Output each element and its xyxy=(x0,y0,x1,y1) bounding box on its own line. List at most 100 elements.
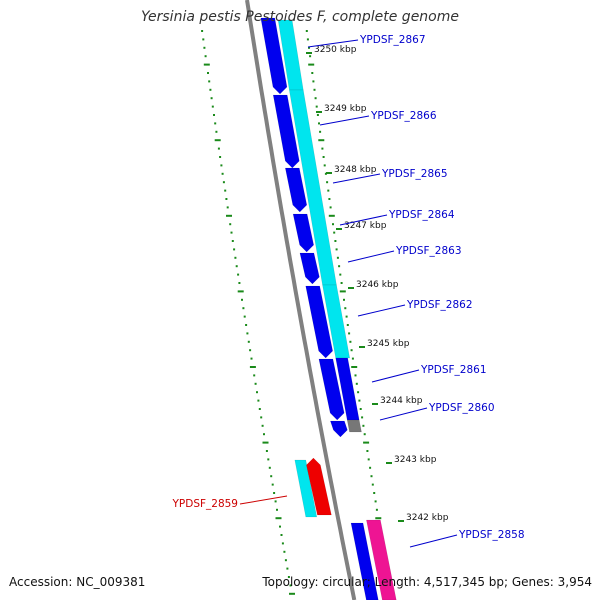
outer-tick xyxy=(358,399,361,402)
outer-tick xyxy=(335,248,338,251)
inner-tick xyxy=(260,416,263,419)
inner-tick xyxy=(242,307,245,310)
outer-tick xyxy=(346,324,349,326)
inner-tick xyxy=(256,391,258,394)
inner-tick xyxy=(224,189,227,192)
topology-label: Topology: circular; Length: 4,517,345 bp… xyxy=(262,575,592,589)
outer-tick xyxy=(311,72,314,74)
misc-block xyxy=(346,419,362,433)
genome-backbone xyxy=(245,0,357,600)
outer-tick xyxy=(375,508,378,511)
outer-tick xyxy=(339,290,346,293)
outer-tick xyxy=(329,206,332,209)
inner-tick xyxy=(241,298,243,301)
outer-tick xyxy=(339,273,342,276)
gene-label: YPDSF_2863 xyxy=(395,245,462,257)
outer-tick xyxy=(305,30,308,32)
inner-tick xyxy=(202,38,205,41)
cds-arrow xyxy=(260,17,288,95)
gene-labels: YPDSF_2867 YPDSF_2866 YPDSF_2865 YPDSF_2864… xyxy=(171,34,525,548)
inner-tick-track xyxy=(201,30,295,595)
scale-labels: 3250 kbp 3249 kbp 3248 kbp 3247 kbp 3246 kbp… xyxy=(306,45,449,523)
outer-tick xyxy=(334,240,337,242)
outer-tick xyxy=(315,105,318,108)
inner-tick xyxy=(250,357,253,360)
outer-tick xyxy=(324,172,327,175)
inner-tick xyxy=(217,147,220,150)
gene-leader-line xyxy=(371,369,420,383)
outer-tick xyxy=(374,500,377,503)
outer-tick xyxy=(319,130,322,133)
outer-tick xyxy=(338,265,341,268)
outer-tick xyxy=(340,282,343,284)
inner-tick xyxy=(203,63,210,66)
outer-tick xyxy=(321,147,324,150)
inner-tick xyxy=(243,315,246,318)
outer-tick xyxy=(351,366,358,368)
inner-tick xyxy=(283,550,286,553)
cds-arrow xyxy=(292,213,314,253)
inner-tick xyxy=(214,122,217,125)
inner-tick xyxy=(271,483,274,486)
outer-tick xyxy=(328,214,335,217)
inner-tick xyxy=(284,559,287,562)
outer-tick xyxy=(322,156,325,158)
inner-tick xyxy=(234,256,237,259)
gene-label: YPDSF_2858 xyxy=(458,529,525,541)
inner-tick xyxy=(275,517,282,520)
inner-tick xyxy=(209,88,212,91)
gene-label: YPDSF_2866 xyxy=(370,110,437,122)
cds-arrow xyxy=(305,285,333,359)
scale-label: 3243 kbp xyxy=(394,455,437,465)
outer-tick xyxy=(326,181,329,184)
inner-tick xyxy=(203,46,206,49)
inner-tick xyxy=(258,408,261,410)
outer-tick xyxy=(316,114,319,116)
gene-leader-line xyxy=(347,250,395,263)
inner-tick xyxy=(281,542,284,545)
inner-tick xyxy=(268,466,271,469)
inner-tick xyxy=(289,584,292,587)
inner-tick xyxy=(270,475,273,478)
inner-tick xyxy=(286,567,289,570)
inner-tick xyxy=(246,332,249,335)
outer-tick xyxy=(323,164,326,167)
inner-tick xyxy=(274,500,277,503)
inner-tick xyxy=(265,450,268,452)
accession-label: Accession: NC_009381 xyxy=(9,575,146,589)
outer-tick xyxy=(350,349,353,352)
outer-tick xyxy=(351,357,354,360)
inner-tick xyxy=(222,181,225,184)
inner-tick xyxy=(233,248,236,251)
outer-tick xyxy=(357,391,360,394)
inner-tick xyxy=(220,164,223,167)
scale-label: 3250 kbp xyxy=(314,45,357,55)
scale-label: 3245 kbp xyxy=(367,339,410,349)
outer-tick xyxy=(369,466,372,469)
gene-label: YPDSF_2867 xyxy=(359,34,426,46)
cds-arrow xyxy=(330,420,348,438)
gene-leader-line xyxy=(339,214,388,226)
inner-tick xyxy=(287,576,290,578)
outer-tick xyxy=(373,492,376,494)
scale-label: 3248 kbp xyxy=(334,165,377,175)
outer-tick xyxy=(312,80,315,83)
inner-tick xyxy=(238,282,241,284)
outer-tick xyxy=(362,424,365,427)
inner-tick xyxy=(262,441,269,444)
outer-tick xyxy=(327,189,330,192)
outer-tick xyxy=(318,139,325,142)
outer-tick xyxy=(306,38,309,41)
gene-leader-line xyxy=(379,407,428,421)
gene-leader-line xyxy=(332,173,381,184)
outer-tick xyxy=(361,416,364,419)
inner-tick xyxy=(214,139,221,142)
gene-label: YPDSF_2865 xyxy=(381,168,448,180)
inner-tick xyxy=(207,72,209,74)
scale-label: 3246 kbp xyxy=(356,280,399,290)
inner-tick xyxy=(254,382,257,385)
outer-tick xyxy=(355,382,358,385)
reverse-feature xyxy=(294,459,318,518)
